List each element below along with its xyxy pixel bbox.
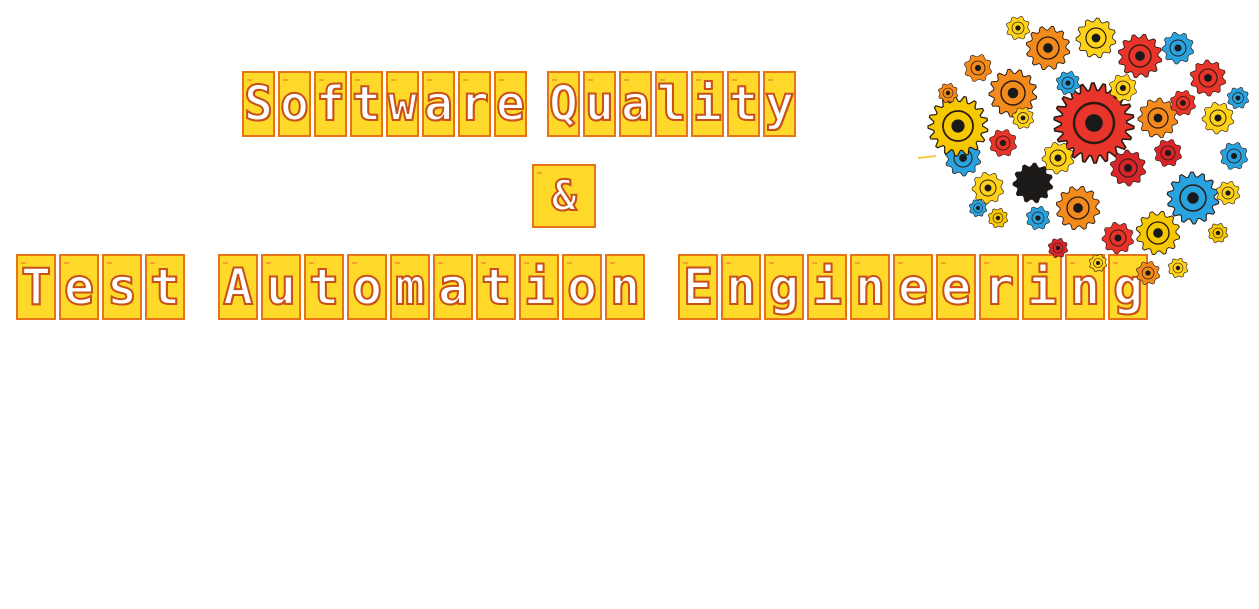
title-word: & — [532, 164, 596, 228]
gear-icon — [1207, 222, 1229, 244]
gear-icon — [1047, 237, 1069, 259]
gear-icon — [1011, 106, 1035, 130]
letter-tile: a — [433, 254, 473, 320]
letter-tile: g — [764, 254, 804, 320]
gear-icon — [1053, 82, 1135, 164]
title-line-ampersand: & — [532, 164, 596, 228]
gear-icon — [1117, 33, 1163, 79]
letter-tile: t — [350, 71, 383, 137]
letter-tile: n — [850, 254, 890, 320]
letter-tile: Q — [547, 71, 580, 137]
gear-icon — [937, 82, 959, 104]
letter-tile: t — [476, 254, 516, 320]
gear-icon — [1137, 97, 1179, 139]
letter-tile: u — [261, 254, 301, 320]
letter-tile: t — [727, 71, 760, 137]
letter-tile: u — [583, 71, 616, 137]
gear-icon — [1041, 141, 1075, 175]
gear-icon — [1055, 185, 1101, 231]
gear-icon — [1101, 221, 1135, 255]
letter-tile: t — [304, 254, 344, 320]
gear-icon — [1055, 70, 1081, 96]
letter-tile: r — [979, 254, 1019, 320]
letter-tile: m — [390, 254, 430, 320]
gear-icon — [1109, 74, 1137, 102]
letter-tile: i — [807, 254, 847, 320]
gear-icon — [1025, 205, 1051, 231]
letter-tile: l — [655, 71, 688, 137]
gear-icon — [1075, 17, 1117, 59]
gears-brain-icon — [918, 15, 1250, 286]
letter-tile: e — [893, 254, 933, 320]
letter-tile: g — [1108, 254, 1148, 320]
letter-tile: o — [278, 71, 311, 137]
letter-tile: S — [242, 71, 275, 137]
letter-tile: i — [691, 71, 724, 137]
gear-icon — [927, 95, 989, 157]
letter-tile: i — [1022, 254, 1062, 320]
letter-tile: a — [422, 71, 455, 137]
gear-icon — [1012, 162, 1054, 204]
gear-icon — [1135, 260, 1161, 286]
letter-tile: e — [936, 254, 976, 320]
gear-icon — [1005, 15, 1031, 41]
letter-tile: t — [145, 254, 185, 320]
letter-tile: n — [605, 254, 645, 320]
letter-tile: o — [347, 254, 387, 320]
gear-icon — [971, 171, 1005, 205]
letter-tile: E — [678, 254, 718, 320]
letter-tile: r — [458, 71, 491, 137]
gear-icon — [1215, 180, 1241, 206]
gear-icon — [1161, 31, 1195, 65]
gear-icon — [1154, 139, 1182, 167]
gear-icon — [1226, 86, 1250, 110]
gear-icon — [968, 198, 988, 218]
letter-tile: A — [218, 254, 258, 320]
letter-tile: a — [619, 71, 652, 137]
gear-icon — [988, 68, 1038, 118]
gear-icon — [1201, 101, 1235, 135]
letter-tile: i — [519, 254, 559, 320]
gear-icon — [964, 54, 992, 82]
letter-tile: y — [763, 71, 796, 137]
gear-icon — [1170, 90, 1196, 116]
letter-tile: e — [59, 254, 99, 320]
gear-icon — [1220, 142, 1248, 170]
letter-tile: s — [102, 254, 142, 320]
letter-tile: w — [386, 71, 419, 137]
letter-tile: e — [494, 71, 527, 137]
spark-accent — [918, 155, 937, 159]
letter-tile: & — [532, 164, 596, 228]
letter-tile: o — [562, 254, 602, 320]
letter-tile: n — [721, 254, 761, 320]
letter-tile: T — [16, 254, 56, 320]
gear-icon — [1166, 171, 1220, 225]
gear-icon — [1167, 257, 1189, 279]
gear-icon — [987, 207, 1009, 229]
gear-icon — [1189, 59, 1227, 97]
gear-icon — [1109, 149, 1147, 187]
gear-icon — [1135, 210, 1181, 256]
gear-icon — [1088, 253, 1108, 273]
gear-icon — [989, 129, 1017, 157]
letter-tile: f — [314, 71, 347, 137]
gear-icon — [1025, 25, 1071, 71]
